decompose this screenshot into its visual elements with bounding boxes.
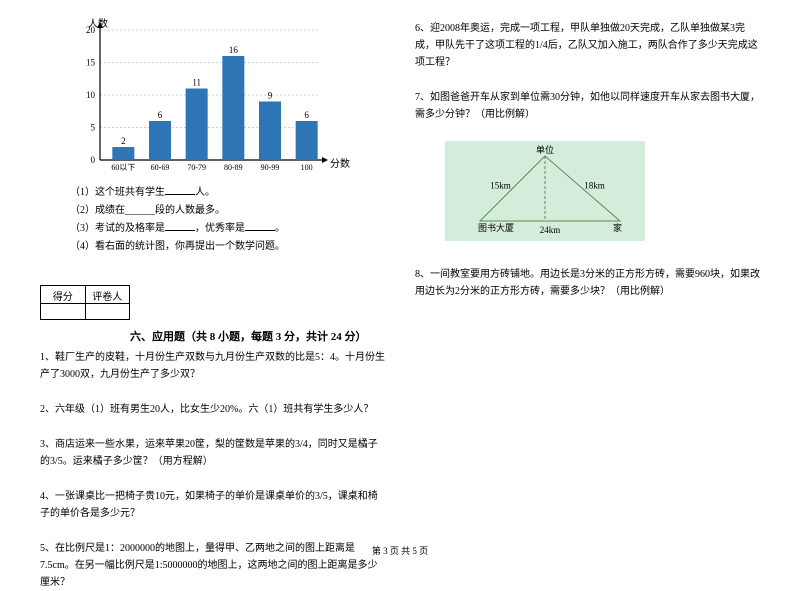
q1-suffix: 人。 bbox=[195, 187, 215, 198]
svg-text:家: 家 bbox=[613, 222, 622, 233]
svg-text:10: 10 bbox=[86, 90, 96, 100]
section-6-title: 六、应用题（共 8 小题，每题 3 分，共计 24 分） bbox=[130, 328, 385, 344]
score-header: 得分 bbox=[41, 286, 86, 319]
score-blank bbox=[41, 303, 85, 317]
bar-chart-svg: 05101520260以下660-691170-791680-89990-996… bbox=[70, 20, 330, 180]
reviewer-blank bbox=[86, 303, 130, 317]
triangle-svg: 单位图书大厦 家 15km 18km 24km bbox=[445, 141, 645, 241]
page-footer: 第 3 页 共 5 页 bbox=[0, 544, 800, 557]
svg-text:单位: 单位 bbox=[536, 144, 554, 155]
bar-chart: 人数 分数 05101520260以下660-691170-791680-899… bbox=[70, 20, 330, 180]
left-column: 人数 分数 05101520260以下660-691170-791680-899… bbox=[40, 20, 385, 510]
section-header-row: 得分 评卷人 bbox=[40, 270, 385, 320]
blank bbox=[165, 221, 195, 231]
triangle-diagram: 单位图书大厦 家 15km 18km 24km bbox=[445, 141, 645, 241]
q1-prefix: （1）这个班共有学生 bbox=[70, 187, 165, 198]
blank bbox=[245, 221, 275, 231]
problem-7: 7、如图爸爸开车从家到单位需30分钟，如他以同样速度开车从家去图书大厦，需多少分… bbox=[415, 89, 760, 123]
question-2: （2）成绩在______段的人数最多。 bbox=[70, 203, 385, 219]
svg-text:16: 16 bbox=[229, 45, 239, 55]
svg-text:70-79: 70-79 bbox=[187, 163, 206, 172]
page-container: 人数 分数 05101520260以下660-691170-791680-899… bbox=[0, 0, 800, 565]
question-4: （4）看右面的统计图，你再提出一个数学问题。 bbox=[70, 239, 385, 255]
reviewer-label: 评卷人 bbox=[86, 288, 130, 303]
problem-6: 6、迎2008年奥运，完成一项工程，甲队单独做20天完成，乙队单独做某3完成，甲… bbox=[415, 20, 760, 71]
svg-text:60-69: 60-69 bbox=[151, 163, 170, 172]
svg-text:100: 100 bbox=[301, 163, 313, 172]
svg-text:6: 6 bbox=[304, 110, 309, 120]
q3-mid: ，优秀率是 bbox=[195, 223, 245, 234]
svg-text:9: 9 bbox=[268, 91, 273, 101]
svg-text:图书大厦: 图书大厦 bbox=[478, 222, 514, 233]
y-axis-label: 人数 bbox=[88, 15, 108, 30]
svg-text:80-89: 80-89 bbox=[224, 163, 243, 172]
reviewer-header: 评卷人 bbox=[86, 286, 130, 319]
chart-questions: （1）这个班共有学生 人。 （2）成绩在______段的人数最多。 （3）考试的及… bbox=[70, 185, 385, 255]
svg-text:0: 0 bbox=[91, 155, 96, 165]
blank bbox=[165, 185, 195, 195]
svg-text:90-99: 90-99 bbox=[261, 163, 280, 172]
right-column: 6、迎2008年奥运，完成一项工程，甲队单独做20天完成，乙队单独做某3完成，甲… bbox=[415, 20, 760, 510]
problem-1: 1、鞋厂生产的皮鞋，十月份生产双数与九月份生产双数的比是5：4。十月份生产了30… bbox=[40, 349, 385, 383]
q3-suffix: 。 bbox=[275, 223, 285, 234]
svg-text:6: 6 bbox=[158, 110, 163, 120]
score-label: 得分 bbox=[41, 288, 85, 303]
svg-text:24km: 24km bbox=[540, 225, 561, 235]
two-column-layout: 人数 分数 05101520260以下660-691170-791680-899… bbox=[40, 20, 760, 510]
question-3: （3）考试的及格率是 ，优秀率是 。 bbox=[70, 221, 385, 237]
problem-4: 4、一张课桌比一把椅子贵10元，如果椅子的单价是课桌单价的3/5，课桌和椅子的单… bbox=[40, 488, 385, 522]
problem-3: 3、商店运来一些水果，运来苹果20筐，梨的筐数是苹果的3/4，同时又是橘子的3/… bbox=[40, 436, 385, 470]
svg-text:2: 2 bbox=[121, 136, 126, 146]
svg-text:18km: 18km bbox=[584, 181, 605, 191]
svg-text:11: 11 bbox=[192, 78, 201, 88]
question-1: （1）这个班共有学生 人。 bbox=[70, 185, 385, 201]
svg-text:15km: 15km bbox=[490, 181, 511, 191]
problem-2: 2、六年级（1）班有男生20人，比女生少20%。六（1）班共有学生多少人？ bbox=[40, 401, 385, 418]
x-axis-label: 分数 bbox=[330, 155, 350, 170]
svg-text:60以下: 60以下 bbox=[111, 163, 135, 172]
problem-8: 8、一间教室要用方砖铺地。用边长是3分米的正方形方砖，需要960块，如果改用边长… bbox=[415, 266, 760, 300]
svg-text:15: 15 bbox=[86, 58, 96, 68]
q3-prefix: （3）考试的及格率是 bbox=[70, 223, 165, 234]
svg-text:5: 5 bbox=[91, 123, 96, 133]
score-table: 得分 评卷人 bbox=[40, 285, 130, 320]
